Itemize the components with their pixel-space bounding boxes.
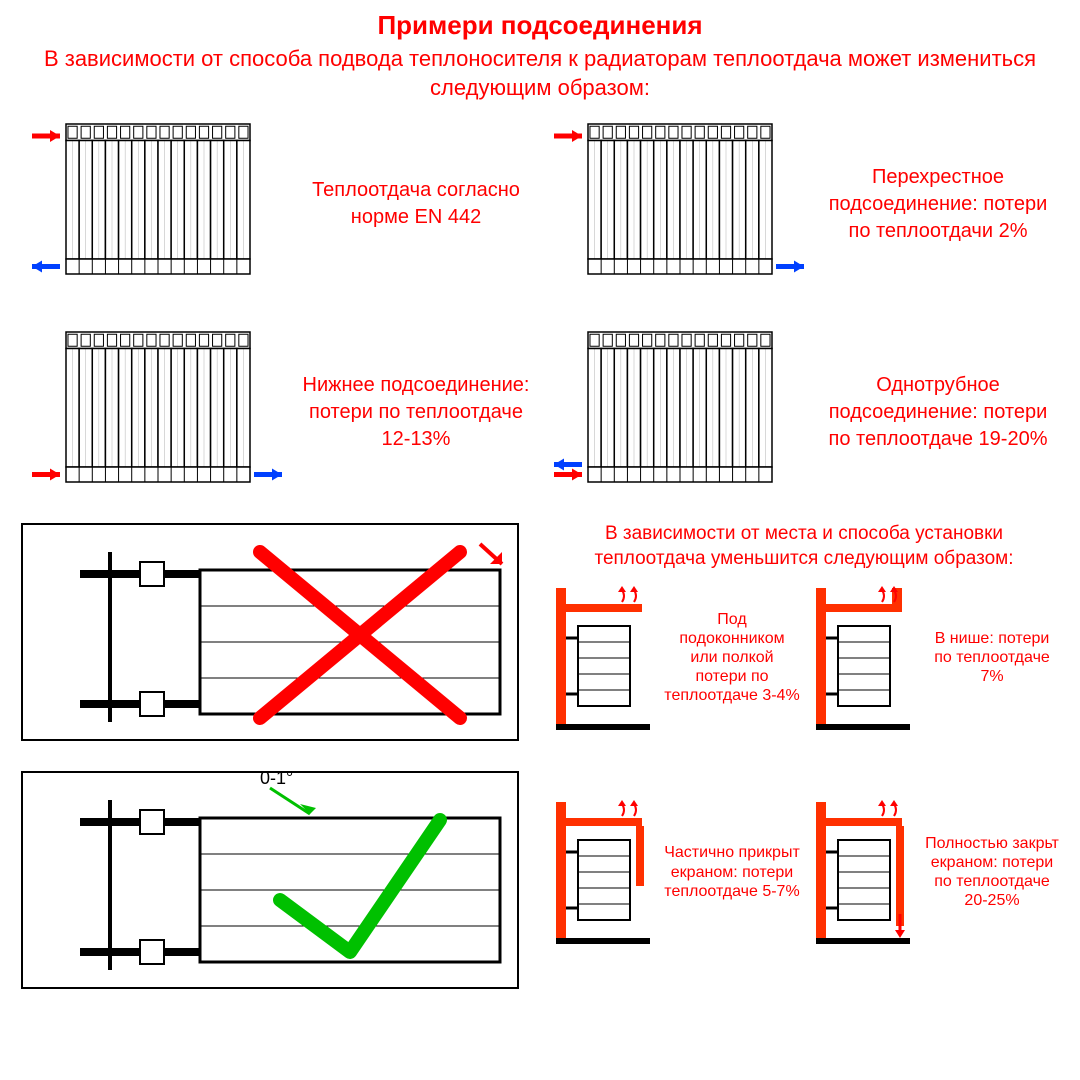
install-subtitle: В зависимости от места и способа установ…	[548, 522, 1060, 577]
connection-grid: Теплоотдача согласно норме EN 442 Перехре…	[0, 114, 1080, 502]
placement-partial	[548, 792, 658, 952]
correct-install-svg: 0-1°	[20, 752, 520, 992]
connection-single: Однотрубное подсоединение: потери по теп…	[550, 322, 1052, 502]
placement-label-full: Полностью закрьт екраном: потери по тепл…	[924, 834, 1060, 911]
placement-full	[808, 792, 918, 952]
radiator-diagram-single	[550, 322, 810, 502]
lower-section: В зависимости от места и способа установ…	[0, 502, 1080, 992]
placement-column: В зависимости от места и способа установ…	[548, 522, 1060, 742]
connection-cross: Перехрестное подсоединение: потери по те…	[550, 114, 1052, 294]
svg-text:0-1°: 0-1°	[260, 768, 293, 788]
radiator-diagram-en442	[28, 114, 288, 294]
connection-label-single: Однотрубное подсоединение: потери по теп…	[824, 372, 1052, 453]
main-subtitle: В зависимости от способа подвода теплоно…	[0, 41, 1080, 114]
placement-label-sill: Под подоконником или полкой потери по те…	[664, 610, 800, 706]
placement-grid-bottom: Частично прикрыт екраном: потери теплоот…	[548, 752, 1060, 992]
radiator-diagram-cross	[550, 114, 810, 294]
placement-grid-top: Под подоконником или полкой потери по те…	[548, 578, 1060, 738]
radiator-diagram-bottom	[28, 322, 288, 502]
placement-cell-partial: Частично прикрыт екраном: потери теплоот…	[548, 752, 800, 992]
connection-label-bottom: Нижнее подсоединение: потери по теплоотд…	[302, 372, 530, 453]
placement-cell-sill: Под подоконником или полкой потери по те…	[548, 578, 800, 738]
connection-label-en442: Теплоотдача согласно норме EN 442	[302, 177, 530, 231]
connection-label-cross: Перехрестное подсоединение: потери по те…	[824, 164, 1052, 245]
wrong-install-svg	[20, 522, 520, 742]
connection-en442: Теплоотдача согласно норме EN 442	[28, 114, 530, 294]
placement-label-partial: Частично прикрыт екраном: потери теплоот…	[664, 843, 800, 901]
main-title: Примери подсоединения	[0, 0, 1080, 41]
placement-label-niche: В нише: потери по теплоотдаче 7%	[924, 629, 1060, 687]
wrong-install-diagram	[20, 522, 540, 742]
placement-cell-full: Полностью закрьт екраном: потери по тепл…	[808, 752, 1060, 992]
correct-install-diagram: 0-1°	[20, 752, 540, 992]
placement-sill	[548, 578, 658, 738]
placement-niche	[808, 578, 918, 738]
placement-cell-niche: В нише: потери по теплоотдаче 7%	[808, 578, 1060, 738]
connection-bottom: Нижнее подсоединение: потери по теплоотд…	[28, 322, 530, 502]
